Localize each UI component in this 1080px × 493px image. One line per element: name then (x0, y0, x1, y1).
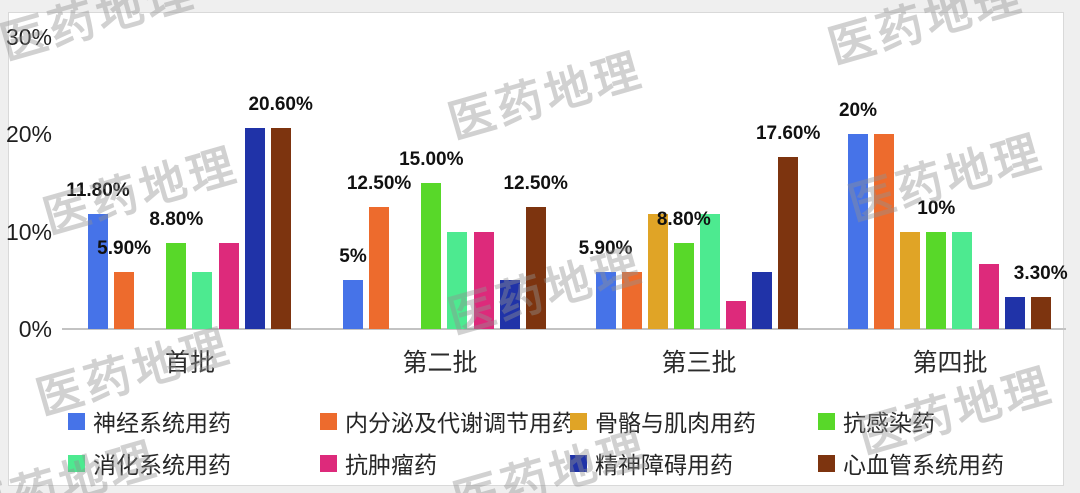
bar (699, 214, 720, 329)
y-tick-label: 20% (5, 121, 52, 148)
bar (673, 243, 694, 329)
y-tick-label: 30% (5, 23, 52, 50)
category-label: 首批 (164, 350, 215, 377)
category-label: 第三批 (661, 350, 737, 377)
bar (499, 280, 520, 329)
bar-value-label: 5% (339, 246, 367, 268)
bar (874, 134, 895, 329)
legend-label: 神经系统用药 (93, 411, 231, 436)
bar (1004, 296, 1025, 329)
bar-value-label: 5.90% (578, 237, 633, 259)
bar (1030, 296, 1051, 329)
bar (848, 134, 868, 329)
bar (421, 182, 442, 329)
legend-item: 神经系统用药 (68, 404, 231, 438)
bar-value-label: 10% (917, 197, 956, 219)
legend-label: 抗感染药 (843, 411, 935, 436)
bar-value-label: 20% (838, 100, 878, 122)
legend-label: 消化系统用药 (93, 453, 231, 478)
legend-swatch (68, 412, 85, 430)
y-tick-label: 0% (18, 316, 52, 342)
bar (192, 271, 213, 329)
bar (621, 271, 642, 329)
bar (647, 214, 668, 329)
legend-swatch (570, 412, 587, 430)
legend-swatch (818, 412, 835, 430)
bar (244, 128, 265, 329)
bar (525, 207, 546, 329)
bar (447, 231, 468, 329)
legend-swatch (570, 454, 587, 472)
bar (726, 300, 746, 329)
legend-item: 内分泌及代谢调节用药 (320, 404, 575, 438)
legend-label: 心血管系统用药 (843, 453, 1004, 478)
bar-value-label: 5.90% (97, 237, 152, 259)
legend-item: 精神障碍用药 (570, 446, 733, 480)
legend-item: 心血管系统用药 (818, 446, 1004, 480)
category-label: 第四批 (912, 350, 988, 377)
bar-value-label: 11.80% (66, 180, 130, 201)
legend-item: 消化系统用药 (68, 446, 231, 480)
category-label: 第二批 (402, 350, 478, 377)
bar (952, 231, 973, 329)
legend-swatch (320, 412, 337, 430)
bar-value-label: 12.50% (503, 173, 568, 195)
legend-label: 骨骼与肌肉用药 (595, 411, 756, 436)
legend-item: 抗肿瘤药 (320, 446, 437, 480)
legend-item: 骨骼与肌肉用药 (570, 404, 756, 438)
bar (752, 271, 773, 329)
bar (978, 263, 999, 329)
y-tick-label: 10% (5, 218, 52, 245)
bar-value-label: 8.80% (656, 209, 711, 231)
legend-label: 精神障碍用药 (595, 453, 733, 478)
bar (595, 271, 616, 329)
bar-value-label: 8.80% (149, 209, 204, 231)
bar (369, 207, 390, 329)
bar-value-label: 17.60% (755, 123, 821, 145)
legend-item: 抗感染药 (818, 404, 935, 438)
bar (778, 157, 799, 329)
legend-swatch (68, 454, 85, 472)
bar-value-label: 20.60% (248, 94, 313, 116)
bar-value-label: 15.00% (399, 148, 464, 170)
bar (270, 128, 291, 329)
bar (926, 231, 947, 329)
bar (218, 243, 239, 329)
legend-swatch (320, 454, 337, 472)
bar (343, 280, 363, 329)
bar-value-label: 3.30% (1013, 262, 1068, 284)
legend-swatch (818, 454, 835, 472)
bar (114, 271, 135, 329)
legend-label: 内分泌及代谢调节用药 (345, 411, 575, 436)
bar (473, 231, 494, 329)
bar-value-label: 12.50% (346, 173, 412, 195)
bar (166, 243, 187, 329)
legend-label: 抗肿瘤药 (345, 453, 437, 478)
x-axis-line (62, 328, 1066, 330)
bar (900, 231, 921, 329)
bar (88, 214, 108, 329)
